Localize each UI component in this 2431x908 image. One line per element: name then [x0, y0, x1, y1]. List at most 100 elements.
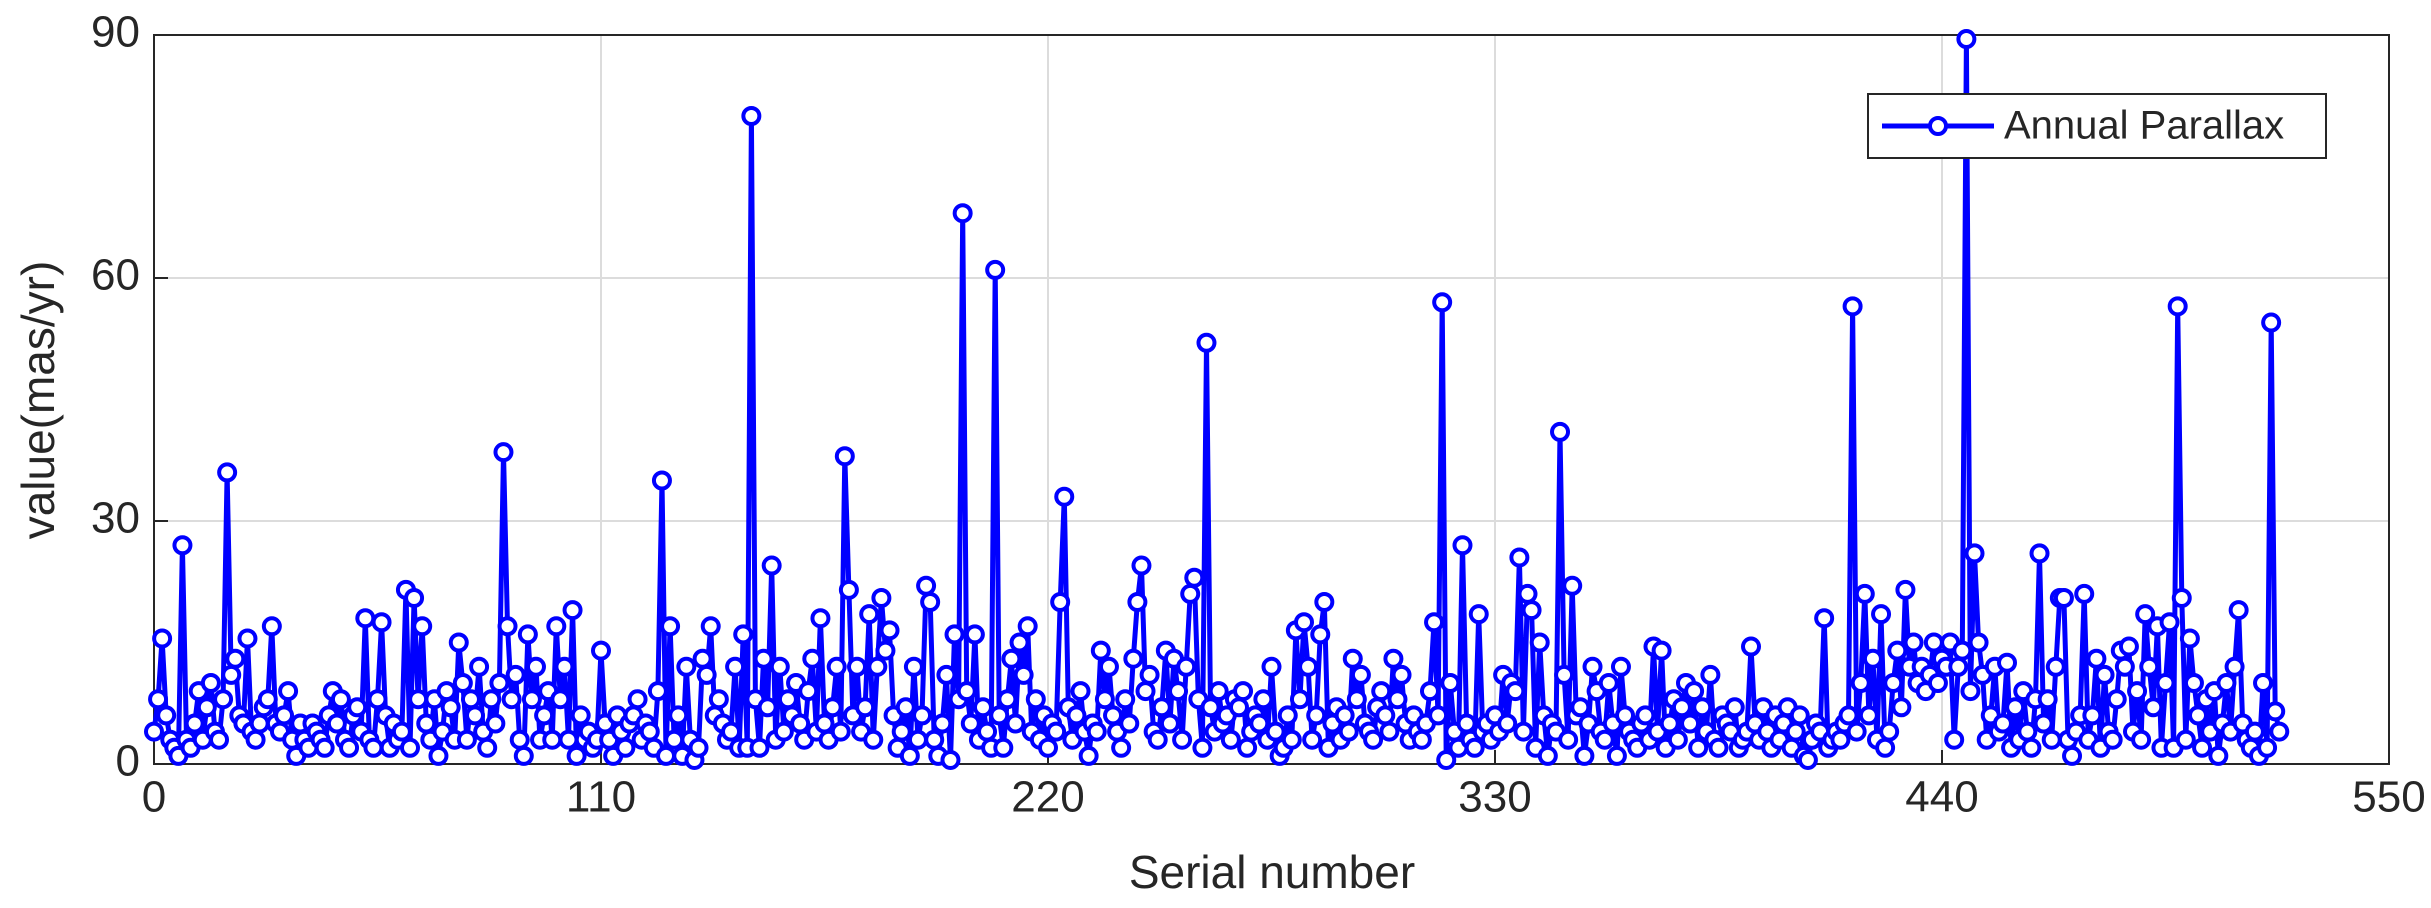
point-marker — [676, 656, 697, 677]
point-marker — [1196, 332, 1217, 353]
point-marker — [639, 721, 660, 742]
point-marker — [2029, 543, 2050, 564]
point-marker — [2257, 737, 2278, 758]
x-tick-label: 440 — [1905, 773, 1978, 822]
point-marker — [1208, 681, 1229, 702]
point-marker — [1574, 745, 1595, 766]
y-tick-label: 90 — [91, 8, 140, 57]
point-marker — [209, 729, 230, 750]
point-marker — [1277, 705, 1298, 726]
point-marker — [1013, 664, 1034, 685]
point-marker — [1891, 697, 1912, 718]
point-marker — [989, 705, 1010, 726]
point-marker — [920, 592, 941, 612]
point-marker — [1871, 604, 1892, 625]
point-marker — [810, 608, 831, 629]
point-marker — [1338, 721, 1359, 742]
point-marker — [1151, 697, 1172, 718]
point-marker — [749, 737, 770, 758]
point-marker — [891, 721, 912, 742]
point-marker — [1964, 543, 1985, 564]
point-marker — [330, 689, 351, 710]
point-marker — [1176, 656, 1197, 677]
point-marker — [1440, 673, 1461, 693]
point-marker — [826, 656, 847, 677]
point-marker — [1708, 737, 1729, 758]
point-marker — [412, 616, 433, 637]
point-marker — [871, 587, 892, 608]
point-marker — [501, 689, 522, 710]
point-marker — [1306, 705, 1327, 726]
point-marker — [2102, 729, 2123, 750]
point-marker — [1537, 745, 1558, 766]
point-marker — [148, 689, 169, 710]
point-marker — [1111, 737, 1132, 758]
point-marker — [456, 729, 477, 750]
point-marker — [1086, 721, 1107, 742]
point-marker — [916, 575, 937, 596]
point-marker — [1956, 29, 1977, 50]
point-marker — [200, 673, 221, 693]
point-marker — [997, 689, 1018, 710]
point-marker — [1411, 729, 1432, 750]
point-marker — [1895, 579, 1916, 600]
point-marker — [400, 737, 421, 758]
point-marker — [773, 721, 794, 742]
point-marker — [2159, 612, 2180, 633]
point-marker — [391, 721, 412, 742]
point-marker — [1635, 705, 1656, 726]
point-marker — [741, 106, 762, 126]
point-marker — [1554, 664, 1575, 685]
point-marker — [2074, 583, 2095, 604]
point-marker — [664, 729, 685, 750]
point-marker — [465, 705, 486, 726]
point-marker — [1038, 737, 1058, 758]
point-marker — [1570, 697, 1591, 718]
point-marker — [733, 624, 754, 645]
point-marker — [1119, 713, 1140, 734]
point-marker — [1505, 681, 1526, 702]
x-axis-label: Serial number — [1129, 846, 1415, 898]
point-marker — [1387, 689, 1408, 710]
point-marker — [964, 624, 985, 645]
point-marker — [895, 697, 916, 718]
point-marker — [1903, 632, 1924, 653]
point-marker — [2261, 312, 2282, 333]
point-marker — [985, 259, 1006, 280]
point-marker — [993, 737, 1014, 758]
point-marker — [493, 442, 514, 463]
point-marker — [363, 737, 384, 758]
point-marker — [546, 616, 567, 637]
point-marker — [1517, 583, 1538, 604]
point-marker — [1127, 592, 1148, 612]
point-marker — [1960, 681, 1981, 702]
point-marker — [2086, 648, 2107, 669]
point-marker — [1115, 689, 1136, 710]
point-marker — [440, 697, 461, 718]
point-marker — [1103, 705, 1124, 726]
point-marker — [2139, 656, 2160, 677]
point-marker — [1419, 681, 1440, 702]
point-marker — [2179, 628, 2200, 649]
point-marker — [1944, 729, 1965, 750]
point-marker — [2106, 689, 2127, 710]
point-marker — [2253, 673, 2274, 693]
point-marker — [1375, 705, 1396, 726]
point-marker — [196, 697, 217, 718]
point-marker — [1830, 729, 1851, 750]
point-marker — [249, 713, 270, 734]
point-marker — [558, 729, 579, 750]
point-marker — [834, 446, 855, 467]
point-marker — [1228, 697, 1249, 718]
point-marker — [1249, 713, 1270, 734]
point-marker — [1850, 673, 1871, 693]
point-marker — [521, 689, 542, 710]
point-marker — [1997, 652, 2018, 673]
point-marker — [2183, 673, 2204, 693]
point-marker — [1147, 729, 1168, 750]
point-marker — [688, 737, 709, 758]
point-marker — [2188, 705, 2209, 726]
point-marker — [907, 729, 928, 750]
point-marker — [1509, 547, 1530, 568]
